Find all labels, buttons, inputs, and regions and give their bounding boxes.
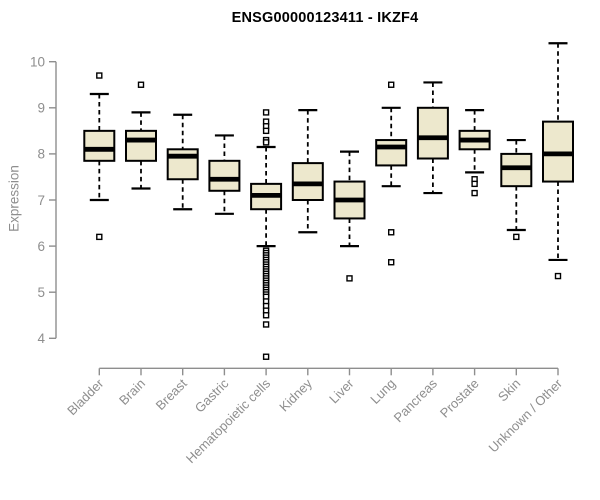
x-category-label-brain: Brain <box>116 376 148 408</box>
box-group-gastric <box>208 134 241 215</box>
x-category-label-unknown-other: Unknown / Other <box>486 375 566 455</box>
x-category-label-prostate: Prostate <box>437 376 482 421</box>
outlier-point <box>262 353 270 360</box>
outlier-point <box>262 321 270 328</box>
outlier-point <box>471 180 478 188</box>
box-group-liver <box>333 150 366 282</box>
x-category-label-breast: Breast <box>153 376 190 413</box>
iqr-box <box>375 139 408 167</box>
outlier-point <box>262 139 270 146</box>
box-group-bladder <box>83 72 116 241</box>
box-group-breast <box>166 113 199 211</box>
outlier-point <box>388 229 395 236</box>
y-tick-label: 8 <box>37 147 45 162</box>
outlier-point <box>346 275 353 282</box>
box-group-unknown-other <box>542 42 574 280</box>
x-category-label-pancreas: Pancreas <box>391 375 441 425</box>
outlier-point <box>96 72 103 79</box>
box-group-kidney <box>291 109 324 234</box>
x-category-label-skin: Skin <box>495 376 523 404</box>
x-category-label-lung: Lung <box>367 376 398 407</box>
x-category-label-bladder: Bladder <box>64 375 107 418</box>
outlier-point <box>137 81 145 88</box>
box-group-pancreas <box>416 81 449 195</box>
x-category-label-kidney: Kidney <box>276 375 315 414</box>
y-tick-label: 7 <box>37 193 45 208</box>
outlier-point <box>513 233 520 241</box>
outlier-point <box>388 81 395 88</box>
box-group-lung <box>375 81 408 266</box>
iqr-box <box>166 148 199 181</box>
chart-title: ENSG00000123411 - IKZF4 <box>231 10 419 26</box>
box-group-skin <box>500 138 533 241</box>
y-tick-label: 6 <box>37 239 45 254</box>
y-tick-label: 10 <box>30 55 45 70</box>
iqr-box <box>83 129 116 162</box>
box-group-brain <box>125 81 157 190</box>
x-category-label-gastric: Gastric <box>192 375 232 415</box>
outlier-point <box>262 109 270 116</box>
x-category-label-liver: Liver <box>326 375 357 406</box>
iqr-box <box>125 129 157 162</box>
outlier-point <box>471 189 478 197</box>
iqr-box <box>208 159 241 192</box>
outlier-point <box>554 272 562 280</box>
outlier-point <box>96 233 103 241</box>
y-axis: 4 5 6 7 8 9 10 <box>30 55 57 346</box>
box-group-hematopoietic-cells <box>250 109 283 360</box>
y-tick-label: 5 <box>37 285 45 300</box>
outlier-point <box>262 127 270 135</box>
outlier-point <box>388 259 395 266</box>
box-group-prostate <box>458 109 491 197</box>
outlier-point <box>262 312 270 319</box>
iqr-box <box>416 106 449 160</box>
y-tick-label: 4 <box>37 331 45 346</box>
y-tick-label: 9 <box>37 101 45 116</box>
